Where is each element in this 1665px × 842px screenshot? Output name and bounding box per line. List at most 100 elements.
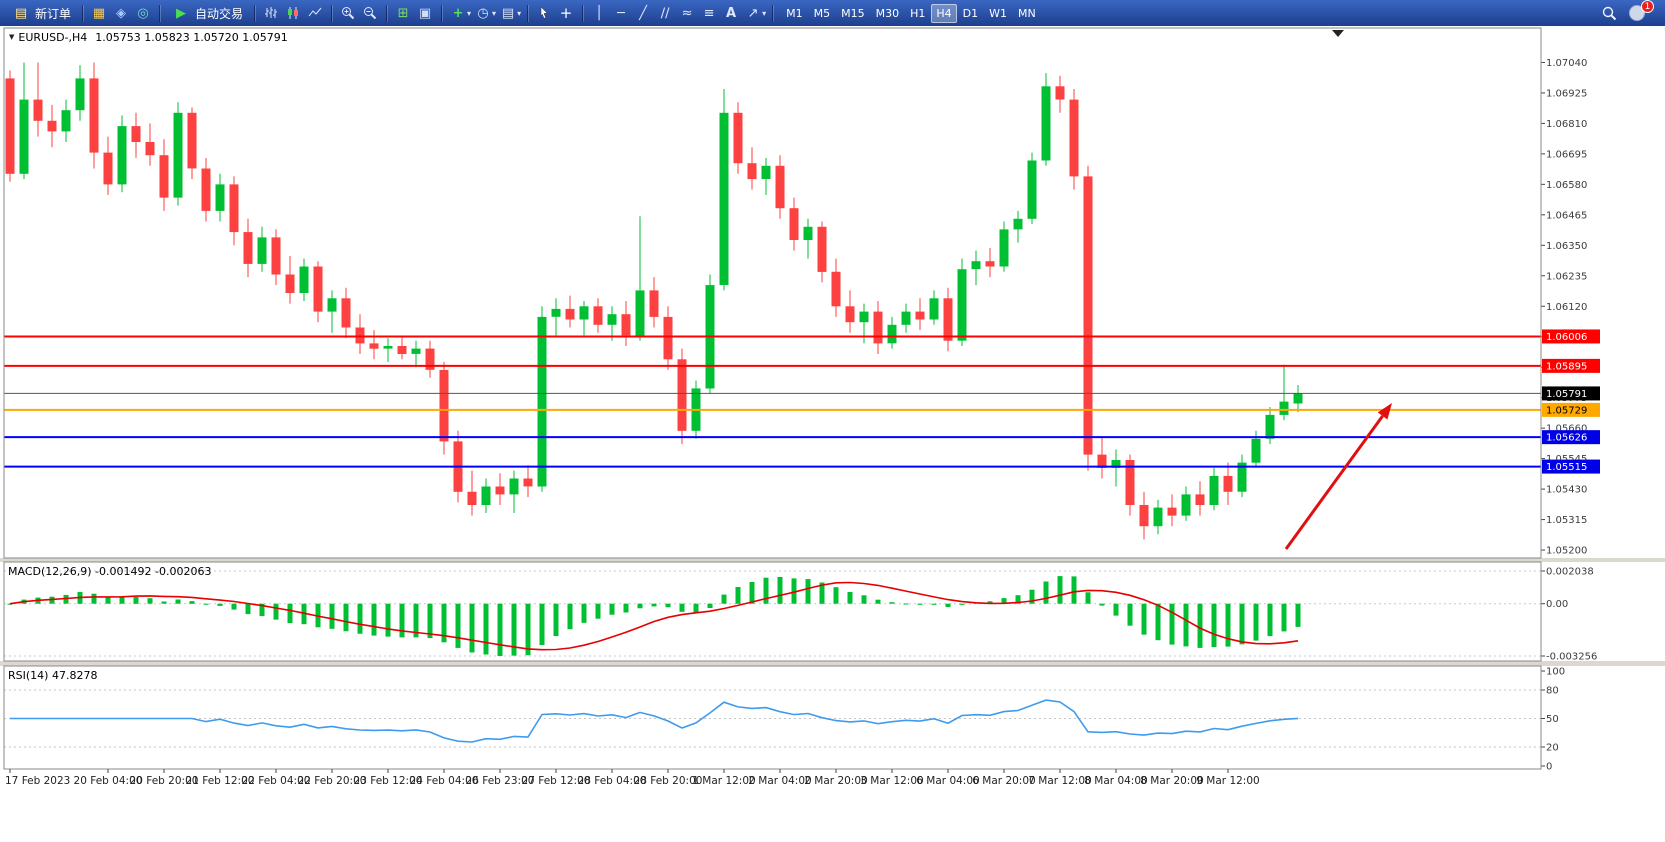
templates-caret-icon[interactable]: ▾: [517, 8, 522, 18]
svg-text:20 Feb 20:00: 20 Feb 20:00: [130, 775, 199, 787]
svg-text:7 Mar 12:00: 7 Mar 12:00: [1028, 775, 1091, 787]
auto-trading-button[interactable]: ▶ 自动交易: [166, 2, 248, 24]
svg-text:1.06465: 1.06465: [1546, 210, 1587, 221]
svg-text:26 Feb 23:00: 26 Feb 23:00: [466, 775, 535, 787]
tab-timeframe-H4[interactable]: H4: [931, 3, 957, 23]
macd-indicator-label: MACD(12,26,9) -0.001492 -0.002063: [8, 565, 211, 578]
svg-text:23 Feb 12:00: 23 Feb 12:00: [354, 775, 423, 787]
crosshair-icon[interactable]: +: [559, 4, 573, 22]
price-badge-1.05626: 1.05626: [1542, 430, 1600, 445]
search-icon[interactable]: [1599, 3, 1619, 23]
arrows-icon[interactable]: ↗: [747, 5, 759, 21]
arrows-caret-icon[interactable]: ▾: [762, 8, 767, 18]
svg-text:1.05729: 1.05729: [1546, 405, 1587, 416]
svg-text:1.05200: 1.05200: [1546, 546, 1587, 557]
timeframe-toolbar: M1 M5 M15 M30 H1 H4 D1 W1 MN: [781, 3, 1041, 23]
trendline-icon[interactable]: ╱: [639, 5, 647, 21]
zoom-in-icon[interactable]: [338, 3, 358, 23]
tab-timeframe-M5[interactable]: M5: [813, 6, 831, 20]
rsi-value: 47.8278: [51, 669, 98, 682]
candlestick-chart-icon[interactable]: [283, 3, 303, 23]
price-badge-1.05895: 1.05895: [1542, 358, 1600, 373]
line-chart-icon[interactable]: [305, 3, 325, 23]
chart-dropdown-icon[interactable]: ▼: [9, 33, 15, 41]
svg-text:1.06925: 1.06925: [1546, 88, 1587, 99]
zoom-out-icon[interactable]: [360, 3, 380, 23]
chart-ohlc-header: ▼ EURUSD-,H4 1.05753 1.05823 1.05720 1.057…: [9, 31, 288, 44]
macd-name: MACD(12,26,9): [8, 565, 92, 578]
toolbar-separator: [159, 4, 161, 22]
svg-text:20 Feb 04:00: 20 Feb 04:00: [74, 775, 143, 787]
price-badge-1.05729: 1.05729: [1542, 402, 1600, 417]
svg-text:21 Feb 12:00: 21 Feb 12:00: [186, 775, 255, 787]
tab-timeframe-W1[interactable]: W1: [989, 6, 1007, 20]
toolbar-separator: [527, 4, 529, 22]
periods-icon[interactable]: ◷: [477, 5, 489, 21]
toolbar-separator: [772, 4, 774, 22]
tab-timeframe-M15[interactable]: M15: [841, 6, 865, 20]
chart-shift-marker-icon[interactable]: [1332, 30, 1344, 37]
panel-divider[interactable]: [0, 558, 1665, 562]
tab-timeframe-D1[interactable]: D1: [962, 6, 979, 20]
fibonacci-icon[interactable]: ≡: [703, 5, 715, 21]
price-badge-1.06006: 1.06006: [1542, 329, 1600, 344]
candlesticks: [5, 62, 1303, 540]
periods-caret-icon[interactable]: ▾: [492, 8, 497, 18]
cursor-icon[interactable]: [534, 3, 554, 23]
tab-timeframe-M1[interactable]: M1: [786, 6, 803, 20]
horizontal-line-icon[interactable]: ─: [617, 5, 625, 21]
svg-text:1.06580: 1.06580: [1546, 180, 1587, 191]
svg-text:1.05315: 1.05315: [1546, 515, 1587, 526]
svg-text:8 Mar 20:00: 8 Mar 20:00: [1140, 775, 1203, 787]
vertical-line-icon[interactable]: │: [595, 5, 603, 21]
cascade-windows-icon[interactable]: ▣: [418, 5, 432, 21]
tab-timeframe-M30[interactable]: M30: [875, 6, 900, 20]
macd-values: -0.001492 -0.002063: [95, 565, 212, 578]
svg-text:0.002038: 0.002038: [1546, 567, 1594, 578]
main-toolbar: ▤ 新订单 ▦ ◈ ◎ ▶ 自动交易 ⊞ ▣ + ▾ ◷ ▾ ▤ ▾ + │ ─ ╱ …: [0, 0, 1665, 26]
bars-chart-icon[interactable]: [261, 3, 281, 23]
svg-text:6 Mar 20:00: 6 Mar 20:00: [972, 775, 1035, 787]
elliott-wave-icon[interactable]: ≈: [681, 5, 693, 21]
svg-text:27 Feb 12:00: 27 Feb 12:00: [522, 775, 591, 787]
new-chart-icon[interactable]: +: [452, 5, 464, 21]
svg-text:8 Mar 04:00: 8 Mar 04:00: [1084, 775, 1147, 787]
rsi-indicator-label: RSI(14) 47.8278: [8, 669, 97, 682]
svg-text:20: 20: [1546, 743, 1559, 754]
svg-text:1.05430: 1.05430: [1546, 485, 1587, 496]
trend-arrow[interactable]: [1284, 403, 1392, 550]
svg-text:3 Mar 12:00: 3 Mar 12:00: [860, 775, 923, 787]
equidistant-channel-icon[interactable]: ∕∕: [660, 5, 670, 21]
rsi-name: RSI(14): [8, 669, 49, 682]
toolbar-separator: [254, 4, 256, 22]
tab-timeframe-MN[interactable]: MN: [1018, 6, 1036, 20]
sounds-icon[interactable]: ◎: [137, 5, 149, 21]
svg-text:28 Feb 20:00: 28 Feb 20:00: [634, 775, 703, 787]
terminal-icon[interactable]: ▦: [92, 5, 106, 21]
svg-text:9 Mar 12:00: 9 Mar 12:00: [1196, 775, 1259, 787]
svg-text:22 Feb 04:00: 22 Feb 04:00: [242, 775, 311, 787]
svg-text:100: 100: [1546, 667, 1565, 678]
svg-text:2 Mar 20:00: 2 Mar 20:00: [804, 775, 867, 787]
svg-text:50: 50: [1546, 714, 1559, 725]
svg-text:1.06235: 1.06235: [1546, 271, 1587, 282]
svg-text:1.06810: 1.06810: [1546, 119, 1587, 130]
price-badge-1.05791: 1.05791: [1542, 386, 1600, 401]
new-order-button[interactable]: ▤ 新订单: [6, 2, 76, 24]
notifications-button[interactable]: 1: [1629, 0, 1654, 22]
tab-timeframe-H1[interactable]: H1: [910, 6, 926, 20]
toolbar-separator: [331, 4, 333, 22]
svg-text:1 Mar 12:00: 1 Mar 12:00: [692, 775, 755, 787]
auto-trading-play-icon: ▶: [176, 5, 187, 21]
text-label-icon[interactable]: A: [726, 5, 737, 21]
panel-divider[interactable]: [0, 661, 1665, 666]
templates-icon[interactable]: ▤: [501, 5, 515, 21]
svg-text:1.05626: 1.05626: [1546, 433, 1587, 444]
new-chart-caret-icon[interactable]: ▾: [467, 8, 472, 18]
navigator-icon[interactable]: ◈: [116, 5, 127, 21]
svg-text:24 Feb 04:00: 24 Feb 04:00: [410, 775, 479, 787]
tile-windows-icon[interactable]: ⊞: [397, 5, 409, 21]
chart-ohlc-values: 1.05753 1.05823 1.05720 1.05791: [95, 31, 288, 44]
